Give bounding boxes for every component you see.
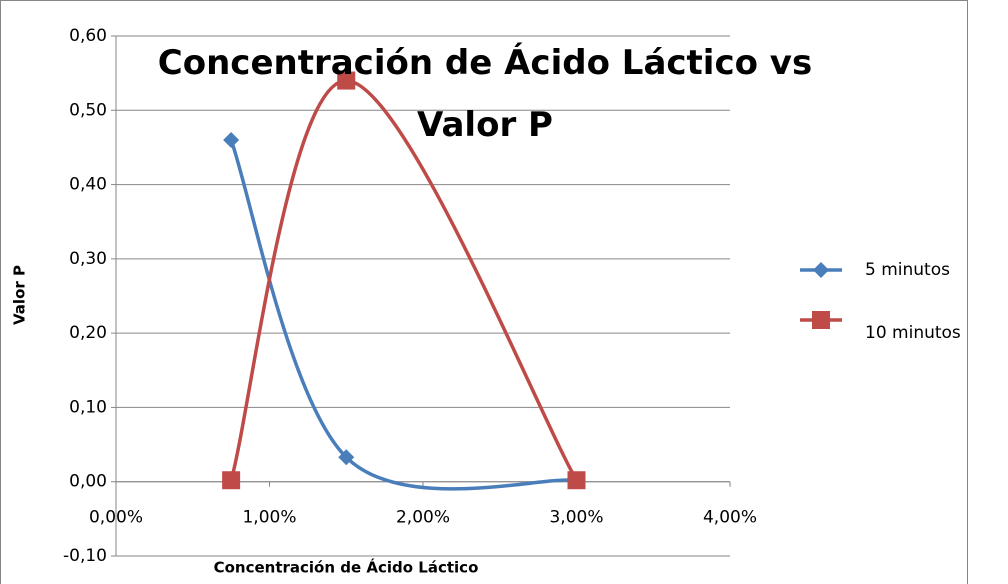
y-tick-label: 0,50 [69, 100, 107, 120]
legend-label: 10 minutos [865, 323, 961, 343]
marker [812, 311, 830, 329]
x-tick-label: 1,00% [242, 508, 296, 528]
chart-border [0, 0, 968, 584]
x-tick-label: 4,00% [703, 508, 757, 528]
marker [813, 262, 829, 278]
y-axis-title: Valor P [11, 265, 29, 325]
y-tick-label: 0,10 [69, 397, 107, 417]
marker [338, 449, 355, 466]
marker [223, 132, 240, 148]
y-tick-label: -0,10 [63, 546, 107, 566]
legend-label: 5 minutos [865, 260, 950, 280]
x-tick-label: 2,00% [396, 508, 450, 528]
series-line [229, 139, 577, 491]
y-tick-label: 0,00 [69, 472, 107, 492]
x-tick-label: 3,00% [549, 508, 603, 528]
x-axis-title: Concentración de Ácido Láctico [214, 558, 479, 577]
y-tick-label: 0,60 [69, 26, 107, 46]
marker [567, 471, 586, 490]
y-tick-label: 0,40 [69, 175, 107, 195]
x-tick-label: 0,00% [89, 508, 143, 528]
marker [222, 471, 241, 490]
marker [337, 71, 356, 90]
y-tick-label: 0,30 [69, 249, 107, 269]
chart-title: Concentración de Ácido Láctico vs Valor … [157, 43, 813, 145]
y-tick-label: 0,20 [69, 323, 107, 343]
